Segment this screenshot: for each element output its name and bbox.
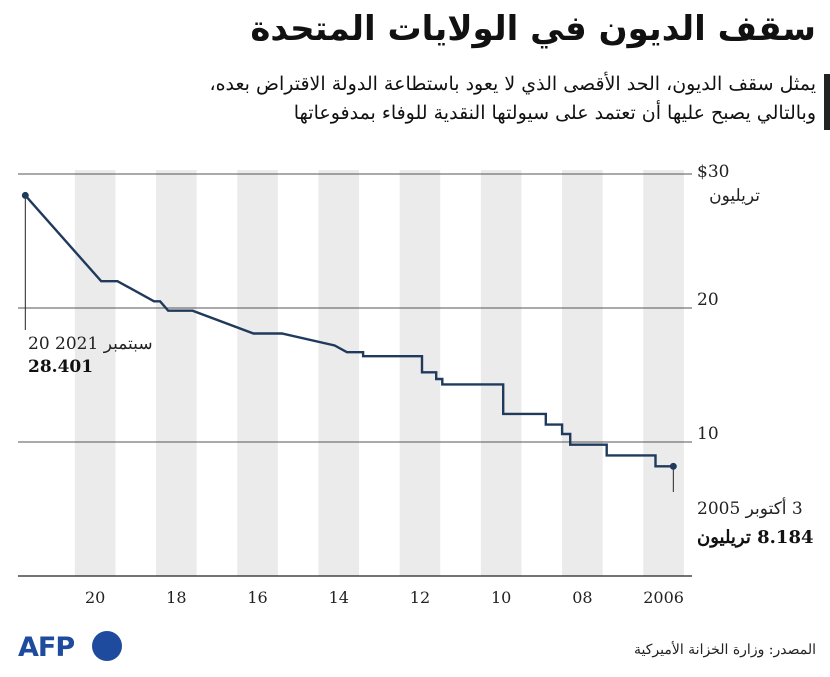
annotation-value-end: 8.184 تريليون [697, 527, 814, 548]
year-band-08 [562, 170, 603, 576]
x-tick-label-10: 10 [491, 588, 511, 607]
year-band-20 [74, 170, 116, 576]
afp-logo-text: AFP [18, 632, 75, 663]
subtitle-line-1: يمثل سقف الديون، الحد الأقصى الذي لا يعو… [209, 73, 816, 95]
series-layer [24, 194, 674, 468]
afp-logo-dot [92, 631, 122, 661]
year-band-16 [237, 170, 278, 576]
y-tick-label-20: 20 [697, 290, 719, 310]
x-tick-label-20: 20 [85, 588, 105, 607]
x-tick-label-16: 16 [247, 588, 267, 607]
y-tick-label-10: 10 [697, 424, 719, 444]
y-axis-top-label: $30 [697, 162, 729, 182]
y-axis-labels: $30 تريليون 10 20 [697, 162, 760, 444]
chart-title: سقف الديون في الولايات المتحدة [250, 9, 816, 49]
x-tick-label-08: 08 [572, 588, 592, 607]
annotation-point-end [669, 462, 677, 470]
year-band-10 [480, 170, 522, 576]
chart-subtitle: يمثل سقف الديون، الحد الأقصى الذي لا يعو… [16, 70, 816, 128]
subtitle-accent-bar [824, 74, 830, 130]
x-tick-label-12: 12 [410, 588, 430, 607]
y-axis-unit-label: تريليون [709, 186, 760, 206]
annotation-value-start: 28.401 [28, 357, 93, 377]
annotation-date-start: 20 سبتمبر 2021 [28, 334, 153, 354]
x-axis-labels: 20 18 16 14 12 10 08 2006 [85, 588, 684, 607]
annotations: 20 سبتمبر 2021 28.401 3 أكتوبر 2005 8.184 ت… [21, 191, 814, 548]
year-band-2006 [643, 170, 684, 576]
afp-logo: AFP [18, 629, 122, 669]
annotation-date-end: 3 أكتوبر 2005 [697, 497, 803, 519]
year-band-18 [156, 170, 197, 576]
year-bands [74, 170, 684, 576]
x-tick-label-18: 18 [166, 588, 186, 607]
gridlines [18, 173, 692, 577]
annotation-point-start [21, 191, 29, 199]
subtitle-line-2: وبالتالي يصبح عليها أن تعتمد على سيولتها… [293, 102, 816, 124]
year-band-14 [318, 170, 360, 576]
source-note: المصدر: وزارة الخزانة الأميركية [634, 642, 816, 658]
series-line-0 [24, 194, 674, 468]
x-tick-label-2006: 2006 [643, 588, 684, 607]
x-tick-label-14: 14 [329, 588, 349, 607]
